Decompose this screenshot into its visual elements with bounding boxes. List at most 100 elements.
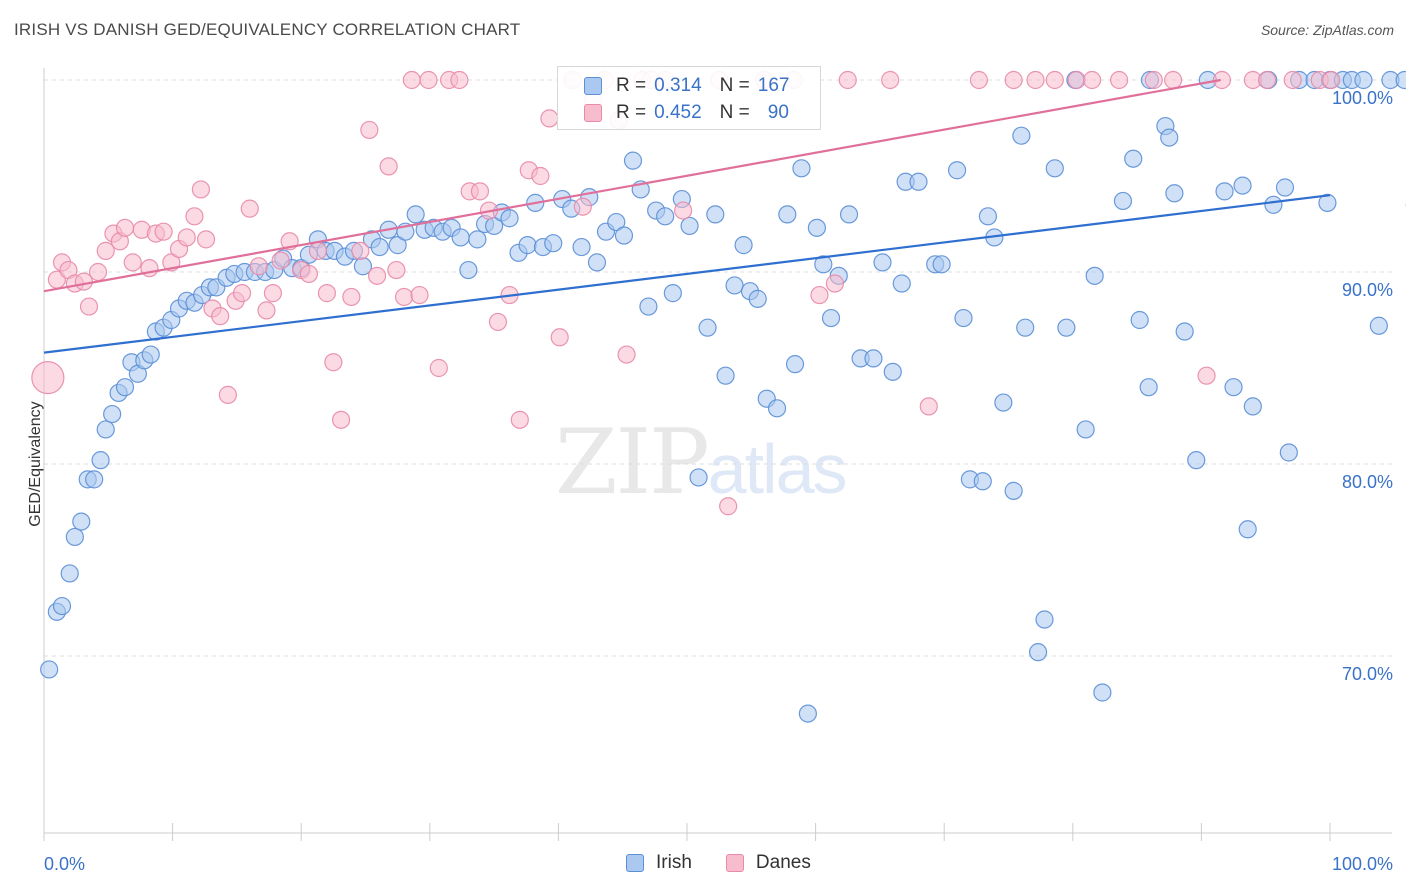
irish-point <box>698 318 717 337</box>
irish-point <box>1175 322 1194 341</box>
danes-point <box>1026 70 1045 90</box>
legend-item-irish: Irish <box>626 852 692 874</box>
irish-point <box>1318 193 1337 212</box>
danes-point <box>232 284 252 303</box>
irish-point <box>1243 397 1262 416</box>
danes-point <box>410 285 429 305</box>
irish-point <box>1012 126 1031 145</box>
danes-point <box>617 345 636 364</box>
danes-point <box>387 260 406 280</box>
irish-point <box>115 378 135 397</box>
danes-point <box>1197 366 1216 385</box>
danes-point <box>825 274 844 293</box>
irish-point <box>623 151 643 170</box>
irish-point <box>1028 643 1048 662</box>
irish-point <box>518 236 537 255</box>
irish-point <box>909 172 928 191</box>
danes-point <box>1082 70 1102 90</box>
irish-point <box>40 660 59 679</box>
irish-point <box>821 308 841 328</box>
watermark: ZIPatlas <box>555 410 848 515</box>
irish-point <box>544 234 563 253</box>
irish-trend-line <box>43 194 1331 354</box>
danes-point <box>96 241 115 260</box>
irish-point <box>873 253 892 272</box>
danes-point <box>573 197 592 216</box>
irish-point <box>1233 176 1252 195</box>
irish-point <box>91 451 110 470</box>
danes-point <box>211 307 230 326</box>
irish-r-label: R = <box>616 75 647 96</box>
irish-point <box>587 253 607 272</box>
irish-point <box>839 205 859 224</box>
danes-point <box>263 284 283 303</box>
irish-point <box>663 284 682 303</box>
irish-point <box>883 362 902 381</box>
irish-point <box>1085 266 1104 285</box>
danes-point <box>123 253 142 272</box>
irish-point <box>706 205 725 224</box>
danes-point <box>196 230 216 249</box>
legend-irish-label: Irish <box>656 852 692 873</box>
irish-point <box>1004 481 1023 500</box>
irish-n-label: N = <box>719 75 750 96</box>
irish-point <box>1238 520 1257 539</box>
danes-point <box>115 218 135 237</box>
irish-point <box>1224 378 1243 397</box>
danes-point <box>1283 70 1302 90</box>
danes-point <box>299 264 319 284</box>
irish-point <box>1354 70 1373 90</box>
irish-point <box>798 704 817 723</box>
danes-point <box>419 70 438 90</box>
irish-point <box>814 255 833 274</box>
danes-point <box>402 70 421 90</box>
danes-r-value: 0.452 <box>654 102 702 123</box>
legend-item-danes: Danes <box>725 852 811 874</box>
danes-point <box>1322 70 1341 90</box>
danes-point <box>1257 70 1277 90</box>
correlation-legend: R = 0.314 N = 167 R = 0.452 N = 90 <box>557 66 821 130</box>
danes-point <box>429 358 448 378</box>
irish-point <box>716 366 735 385</box>
irish-point <box>1130 310 1149 330</box>
danes-point <box>218 385 237 404</box>
legend-irish-swatch <box>626 854 644 872</box>
irish-point <box>725 276 744 295</box>
danes-point <box>240 199 259 218</box>
danes-point <box>177 228 196 247</box>
x-tick-label-start: 0.0% <box>44 854 85 874</box>
danes-point <box>331 410 351 429</box>
danes-point <box>394 287 414 307</box>
danes-point <box>79 297 99 316</box>
y-tick-label: 100.0% <box>1332 88 1393 108</box>
irish-point <box>1395 70 1406 90</box>
danes-point <box>1212 70 1232 90</box>
irish-point <box>954 308 973 328</box>
chart-title: IRISH VS DANISH GED/EQUIVALENCY CORRELAT… <box>14 20 521 39</box>
danes-point <box>1067 70 1086 90</box>
danes-point <box>324 353 343 372</box>
danes-point <box>31 361 65 395</box>
irish-point <box>1057 318 1076 337</box>
danes-point <box>1109 70 1129 90</box>
irish-point <box>1045 159 1064 178</box>
y-tick-label: 70.0% <box>1342 664 1393 684</box>
irish-point <box>767 399 787 418</box>
danes-point <box>674 201 693 220</box>
legend-danes-label: Danes <box>755 852 811 873</box>
legend-row-danes: R = 0.452 N = 90 <box>584 102 789 124</box>
legend-row-irish: R = 0.314 N = 167 <box>584 75 789 97</box>
irish-point <box>734 236 753 255</box>
danes-point <box>185 207 204 226</box>
irish-point <box>807 218 826 237</box>
irish-point <box>60 564 79 583</box>
danes-point <box>470 182 490 201</box>
danes-point <box>510 410 529 429</box>
danes-point <box>719 497 738 516</box>
watermark-atlas: atlas <box>707 430 848 508</box>
danes-point <box>342 287 361 307</box>
danes-point <box>351 241 370 260</box>
danes-point <box>379 157 398 176</box>
irish-point <box>1016 318 1035 337</box>
danes-point <box>550 328 569 347</box>
